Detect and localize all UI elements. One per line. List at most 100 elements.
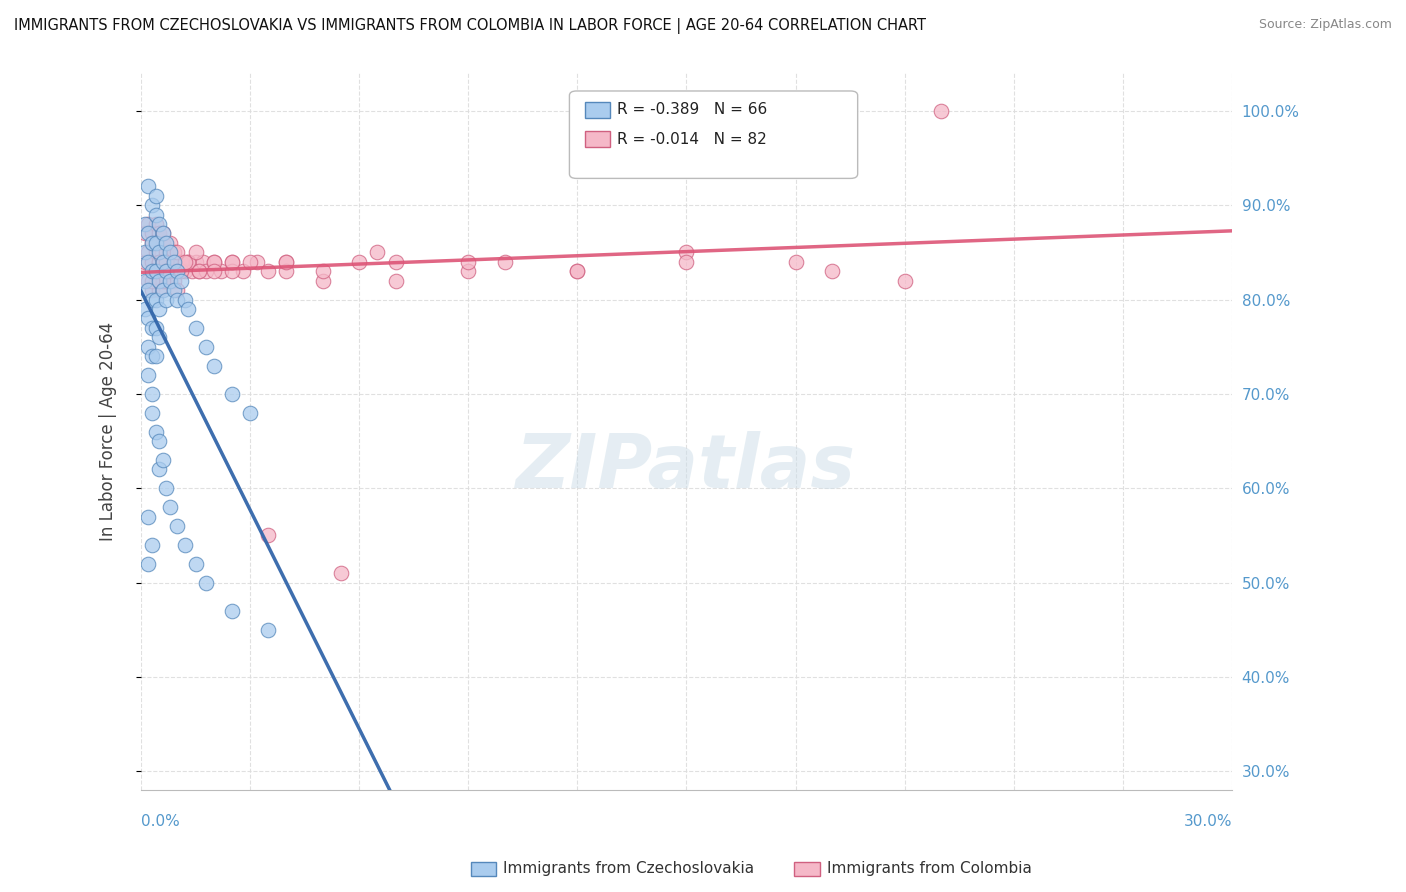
- Text: Source: ZipAtlas.com: Source: ZipAtlas.com: [1258, 18, 1392, 31]
- Point: [347, 254, 370, 268]
- Text: 30.0%: 30.0%: [1184, 814, 1232, 829]
- Point: [180, 264, 202, 278]
- Point: [152, 227, 174, 241]
- Point: [177, 254, 200, 268]
- Point: [145, 245, 167, 260]
- Point: [188, 264, 211, 278]
- Point: [148, 274, 170, 288]
- Y-axis label: In Labor Force | Age 20-64: In Labor Force | Age 20-64: [100, 322, 117, 541]
- Text: Immigrants from Colombia: Immigrants from Colombia: [827, 862, 1032, 876]
- Point: [145, 425, 167, 439]
- Point: [136, 368, 159, 382]
- Point: [173, 538, 195, 552]
- Point: [257, 623, 280, 637]
- Point: [457, 264, 479, 278]
- Point: [276, 254, 298, 268]
- Point: [159, 274, 181, 288]
- Point: [166, 519, 188, 533]
- Point: [134, 274, 156, 288]
- Point: [134, 245, 156, 260]
- Point: [457, 254, 479, 268]
- Point: [141, 283, 163, 297]
- Point: [188, 264, 211, 278]
- Point: [136, 557, 159, 571]
- Point: [134, 254, 156, 268]
- Point: [136, 509, 159, 524]
- Point: [155, 264, 177, 278]
- Point: [166, 254, 188, 268]
- Point: [141, 235, 163, 250]
- Point: [166, 245, 188, 260]
- Point: [141, 293, 163, 307]
- Point: [152, 254, 174, 268]
- Point: [221, 254, 243, 268]
- Point: [141, 538, 163, 552]
- Point: [136, 217, 159, 231]
- Point: [159, 264, 181, 278]
- Point: [148, 330, 170, 344]
- Point: [148, 462, 170, 476]
- Point: [494, 254, 516, 268]
- Point: [195, 575, 218, 590]
- Point: [257, 264, 280, 278]
- Point: [166, 264, 188, 278]
- Point: [384, 254, 406, 268]
- Point: [141, 198, 163, 212]
- Point: [136, 179, 159, 194]
- Point: [312, 274, 335, 288]
- Point: [136, 274, 159, 288]
- Point: [173, 254, 195, 268]
- Point: [148, 254, 170, 268]
- Point: [136, 311, 159, 326]
- Point: [163, 254, 186, 268]
- Point: [136, 245, 159, 260]
- Point: [209, 264, 232, 278]
- Point: [221, 387, 243, 401]
- Point: [312, 264, 335, 278]
- Point: [148, 301, 170, 316]
- Point: [202, 264, 225, 278]
- Point: [136, 340, 159, 354]
- Point: [141, 387, 163, 401]
- Point: [152, 264, 174, 278]
- Point: [159, 245, 181, 260]
- Point: [145, 264, 167, 278]
- Point: [141, 406, 163, 420]
- Point: [276, 254, 298, 268]
- Point: [145, 293, 167, 307]
- Point: [195, 340, 218, 354]
- Point: [170, 274, 193, 288]
- Point: [276, 264, 298, 278]
- Point: [141, 235, 163, 250]
- Point: [366, 245, 388, 260]
- Point: [155, 235, 177, 250]
- Point: [152, 453, 174, 467]
- Point: [148, 245, 170, 260]
- Point: [141, 254, 163, 268]
- Text: R = -0.389   N = 66: R = -0.389 N = 66: [617, 103, 768, 117]
- Text: Immigrants from Czechoslovakia: Immigrants from Czechoslovakia: [503, 862, 755, 876]
- Point: [166, 283, 188, 297]
- Point: [163, 245, 186, 260]
- Point: [145, 235, 167, 250]
- Text: 0.0%: 0.0%: [141, 814, 180, 829]
- Point: [246, 254, 269, 268]
- Point: [141, 349, 163, 363]
- Point: [145, 188, 167, 202]
- Point: [145, 349, 167, 363]
- Point: [893, 274, 915, 288]
- Point: [145, 208, 167, 222]
- Point: [136, 283, 159, 297]
- Point: [191, 254, 214, 268]
- Point: [155, 481, 177, 495]
- Point: [134, 217, 156, 231]
- Point: [148, 254, 170, 268]
- Point: [221, 264, 243, 278]
- Point: [567, 264, 589, 278]
- Point: [163, 274, 186, 288]
- Point: [202, 254, 225, 268]
- Point: [821, 264, 844, 278]
- Point: [148, 434, 170, 449]
- Point: [141, 321, 163, 335]
- Point: [567, 264, 589, 278]
